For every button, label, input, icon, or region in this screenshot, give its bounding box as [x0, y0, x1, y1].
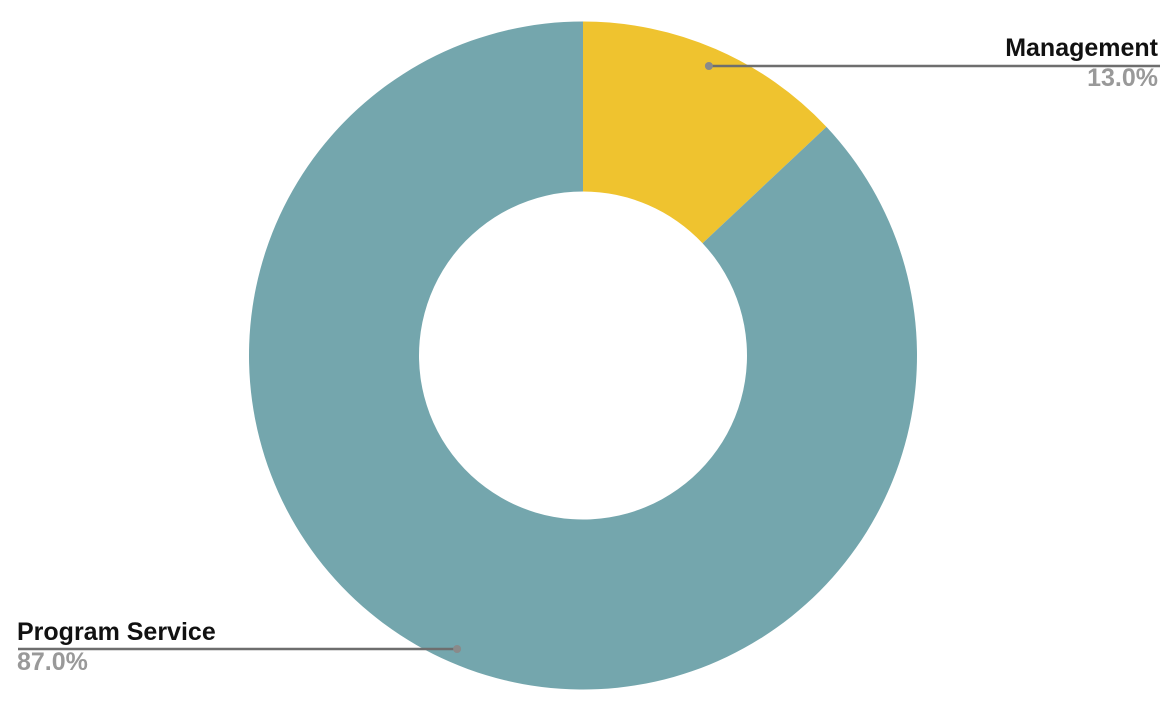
callout-program-service: Program Service 87.0%: [17, 617, 216, 677]
leader-dot-management: [704, 62, 713, 70]
slice-pct-management: 13.0%: [1087, 64, 1158, 92]
slice-label-program-service: Program Service: [17, 618, 216, 646]
callout-management: Management 13.0%: [1005, 33, 1158, 93]
slice-label-management: Management: [1005, 34, 1158, 62]
slice-pct-program-service: 87.0%: [17, 648, 88, 676]
donut-slice-program-service[interactable]: [249, 21, 918, 690]
leader-dot-program-service: [453, 645, 462, 653]
donut-slice-management[interactable]: [583, 21, 827, 244]
